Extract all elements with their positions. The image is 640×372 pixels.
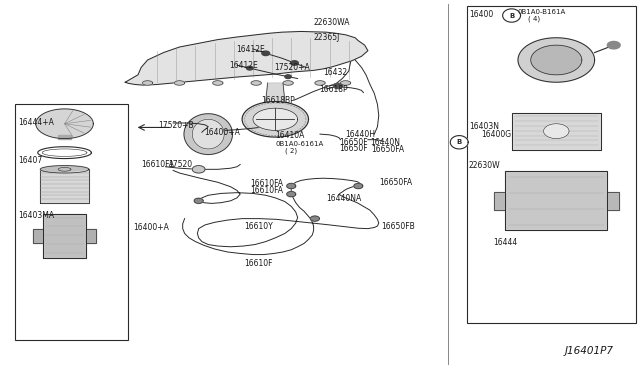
Polygon shape (333, 83, 342, 89)
Polygon shape (285, 75, 291, 78)
Text: 16400G: 16400G (481, 130, 511, 140)
Polygon shape (451, 136, 468, 149)
Polygon shape (175, 81, 184, 85)
Polygon shape (543, 124, 569, 138)
Polygon shape (315, 81, 325, 85)
Text: 16412E: 16412E (229, 61, 258, 70)
Text: 16400: 16400 (469, 10, 493, 19)
Text: 16444+A: 16444+A (19, 118, 54, 127)
Polygon shape (518, 38, 595, 82)
Polygon shape (253, 108, 298, 131)
Polygon shape (184, 114, 232, 154)
Text: J16401P7: J16401P7 (564, 346, 614, 356)
Text: 16410A: 16410A (275, 131, 305, 140)
Polygon shape (502, 9, 520, 22)
Polygon shape (125, 32, 368, 85)
Text: B: B (509, 13, 514, 19)
Text: 16440N: 16440N (370, 138, 400, 147)
Polygon shape (354, 183, 363, 189)
Polygon shape (283, 81, 293, 85)
Polygon shape (33, 229, 43, 243)
Text: ( 4): ( 4) (528, 15, 540, 22)
Polygon shape (291, 61, 298, 65)
Polygon shape (58, 135, 71, 138)
Polygon shape (340, 81, 351, 85)
Text: 16618BP: 16618BP (261, 96, 295, 105)
Text: 17520: 17520 (168, 160, 192, 169)
Text: 16650F: 16650F (339, 144, 368, 153)
Text: 16400+A: 16400+A (134, 223, 170, 232)
Polygon shape (40, 166, 89, 173)
Bar (15, 105, 129, 340)
Text: 16412E: 16412E (236, 45, 264, 54)
Polygon shape (262, 51, 269, 55)
Polygon shape (505, 171, 607, 231)
Text: 16650FA: 16650FA (379, 178, 412, 187)
Polygon shape (287, 192, 296, 197)
Text: 16650FB: 16650FB (381, 221, 415, 231)
Text: 16440NA: 16440NA (326, 194, 362, 203)
Text: 16400+A: 16400+A (204, 128, 239, 137)
Text: ( 2): ( 2) (285, 148, 297, 154)
Polygon shape (607, 41, 620, 49)
Polygon shape (192, 166, 205, 173)
Bar (467, 6, 636, 323)
Polygon shape (310, 216, 319, 221)
Polygon shape (511, 113, 601, 150)
Text: 22630W: 22630W (468, 161, 500, 170)
Text: 17520+B: 17520+B (159, 121, 194, 130)
Polygon shape (493, 192, 505, 210)
Text: 22630WA: 22630WA (314, 19, 350, 28)
Text: 16610FA: 16610FA (141, 160, 174, 169)
Text: 16444: 16444 (493, 238, 518, 247)
Polygon shape (242, 102, 308, 137)
Polygon shape (607, 192, 619, 210)
Text: 16407: 16407 (19, 155, 43, 164)
Polygon shape (86, 229, 96, 243)
Text: 16432: 16432 (323, 68, 348, 77)
Polygon shape (36, 109, 93, 138)
Text: 16610FA: 16610FA (250, 186, 283, 195)
Text: 16610FA: 16610FA (250, 179, 283, 187)
Text: 16610F: 16610F (244, 259, 273, 268)
Text: 0B1A0-B161A: 0B1A0-B161A (518, 9, 566, 15)
Polygon shape (43, 214, 86, 258)
Text: 16440H: 16440H (346, 130, 376, 140)
Polygon shape (192, 119, 224, 149)
Text: 22365J: 22365J (314, 33, 340, 42)
Text: 16650FA: 16650FA (371, 145, 404, 154)
Text: B: B (456, 139, 462, 145)
Text: 16650F: 16650F (339, 138, 368, 147)
Text: 16610Y: 16610Y (244, 222, 273, 231)
Polygon shape (40, 169, 89, 203)
Polygon shape (287, 183, 296, 189)
Text: 17520+A: 17520+A (274, 63, 310, 72)
Text: 16403N: 16403N (468, 122, 499, 131)
Polygon shape (531, 45, 582, 75)
Text: 16403MA: 16403MA (19, 211, 54, 220)
Polygon shape (246, 66, 253, 70)
Text: 16618P: 16618P (319, 85, 348, 94)
Polygon shape (251, 81, 261, 85)
Polygon shape (194, 198, 203, 203)
Polygon shape (266, 83, 285, 102)
Polygon shape (143, 81, 153, 85)
Polygon shape (212, 81, 223, 85)
Text: 0B1A0-6161A: 0B1A0-6161A (275, 141, 324, 147)
